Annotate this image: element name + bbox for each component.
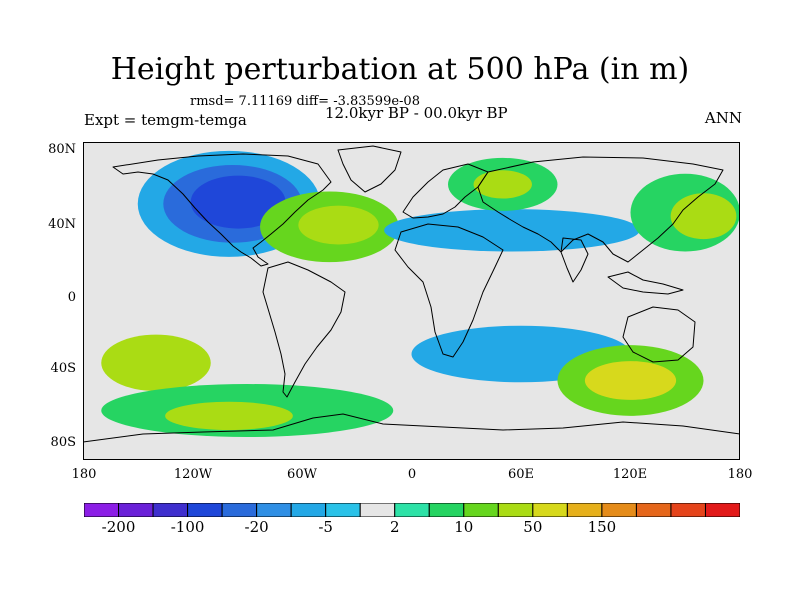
- contour-blob-2: [190, 175, 286, 229]
- colorbar-label: -200: [101, 518, 136, 536]
- lat-label-80n: 80N: [48, 142, 76, 157]
- lat-label-40s: 40S: [50, 361, 76, 376]
- india-outline: [560, 237, 589, 283]
- height-perturbation-map: [83, 142, 740, 460]
- lon-label-180w: 180: [71, 467, 97, 482]
- lon-label-60e: 60E: [507, 467, 535, 482]
- lat-label-equator: 0: [67, 290, 76, 305]
- colorbar-cell-14: [566, 503, 603, 517]
- africa-outline: [394, 223, 504, 358]
- south-america-outline: [262, 261, 346, 398]
- lon-label-120e: 120E: [612, 467, 648, 482]
- contour-blob-9: [670, 193, 737, 240]
- colorbar-cell-16: [635, 503, 672, 517]
- maritime-continent-outline: [607, 271, 684, 295]
- colorbar-cell-17: [670, 503, 706, 517]
- colorbar-cell-11: [463, 503, 499, 517]
- north-america-outline: [112, 153, 332, 267]
- colorbar-cell-8: [359, 503, 396, 517]
- colorbar-cell-13: [532, 503, 568, 517]
- period-label: 12.0kyr BP - 00.0kyr BP: [325, 104, 508, 122]
- colorbar-cell-7: [325, 503, 361, 517]
- colorbar-cell-3: [187, 503, 223, 517]
- season-label: ANN: [704, 109, 742, 127]
- colorbar-cell-10: [428, 503, 465, 517]
- colorbar-cell-5: [256, 503, 292, 517]
- colorbar-label: 10: [454, 518, 474, 536]
- colorbar-cell-1: [118, 503, 154, 517]
- colorbar-label: 50: [523, 518, 543, 536]
- contour-blob-12: [165, 401, 293, 430]
- colorbar-label: 150: [587, 518, 617, 536]
- lat-label-40n: 40N: [48, 217, 76, 232]
- map-title: Height perturbation at 500 hPa (in m): [110, 52, 690, 87]
- colorbar: [84, 503, 740, 517]
- asia-outline: [477, 156, 724, 263]
- lon-label-0: 0: [407, 467, 417, 482]
- colorbar-cell-0: [84, 503, 120, 517]
- colorbar-cell-2: [152, 503, 189, 517]
- colorbar-cell-4: [221, 503, 258, 517]
- colorbar-label: 2: [389, 518, 400, 536]
- contour-blob-10: [101, 334, 211, 392]
- experiment-label: Expt = temgm-temga: [84, 111, 247, 129]
- colorbar-cell-12: [497, 503, 534, 517]
- contour-blob-15: [584, 361, 677, 400]
- lon-label-120w: 120W: [173, 467, 213, 482]
- lon-label-180e: 180: [727, 467, 753, 482]
- continent-outlines: [83, 145, 740, 443]
- australia-outline: [622, 306, 696, 363]
- colorbar-label: -100: [170, 518, 205, 536]
- contour-fills: [101, 150, 740, 438]
- colorbar-cell-9: [394, 503, 430, 517]
- contour-blob-5: [384, 209, 640, 252]
- stats-label: rmsd= 7.11169 diff= -3.83599e-08: [190, 94, 420, 109]
- colorbar-cell-6: [290, 503, 327, 517]
- colorbar-cell-15: [601, 503, 637, 517]
- contour-blob-7: [473, 170, 532, 199]
- contour-blob-4: [298, 205, 379, 245]
- lon-label-60w: 60W: [287, 467, 317, 482]
- greenland-outline: [337, 145, 402, 193]
- colorbar-cell-18: [704, 503, 740, 517]
- colorbar-label: -20: [244, 518, 269, 536]
- colorbar-label: -5: [318, 518, 333, 536]
- antarctica-outline: [83, 413, 740, 443]
- lat-label-80s: 80S: [50, 435, 76, 450]
